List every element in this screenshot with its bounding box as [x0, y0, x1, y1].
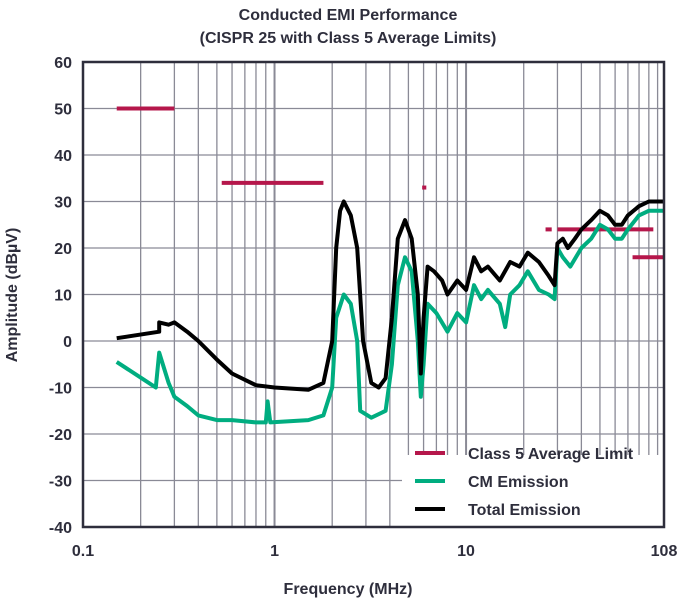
- y-tick-label: 50: [54, 102, 72, 119]
- y-tick-label: 10: [54, 288, 72, 305]
- cm-emission-line: [115, 208, 664, 425]
- axes: 60 50 40 30 20 10 0 -10 -20 -30 -400.1 1 10 108: [49, 55, 678, 560]
- chart-subtitle: (CISPR 25 with Class 5 Average Limits): [199, 30, 497, 47]
- y-tick-label: -10: [49, 381, 72, 398]
- total-emission-line: [116, 199, 664, 392]
- legend-box: [402, 455, 663, 526]
- series-lines: [115, 106, 664, 425]
- x-tick-label: 0.1: [72, 543, 94, 560]
- y-tick-label: -40: [49, 520, 72, 537]
- x-axis-label: Frequency (MHz): [284, 581, 413, 598]
- x-tick-label: 10: [457, 543, 475, 560]
- y-tick-label: 20: [54, 241, 72, 258]
- y-tick-label: 30: [54, 195, 72, 212]
- legend-label: Class 5 Average Limit: [468, 446, 634, 463]
- legend: Class 5 Average Limit CM Emission Total Em…: [402, 446, 663, 526]
- legend-label: Total Emission: [468, 502, 581, 519]
- y-tick-label: 60: [54, 55, 72, 72]
- y-tick-label: 0: [63, 334, 72, 351]
- legend-label: CM Emission: [468, 474, 568, 491]
- plot-frame: [81, 60, 666, 529]
- y-tick-label: -20: [49, 427, 72, 444]
- grid: [83, 61, 664, 528]
- x-tick-label: 1: [270, 543, 279, 560]
- y-tick-label: 40: [54, 148, 72, 165]
- y-tick-label: -30: [49, 474, 72, 491]
- x-tick-label: 108: [651, 543, 678, 560]
- y-axis-label: Amplitude (dBµV): [4, 228, 21, 363]
- chart-title: Conducted EMI Performance: [238, 7, 458, 24]
